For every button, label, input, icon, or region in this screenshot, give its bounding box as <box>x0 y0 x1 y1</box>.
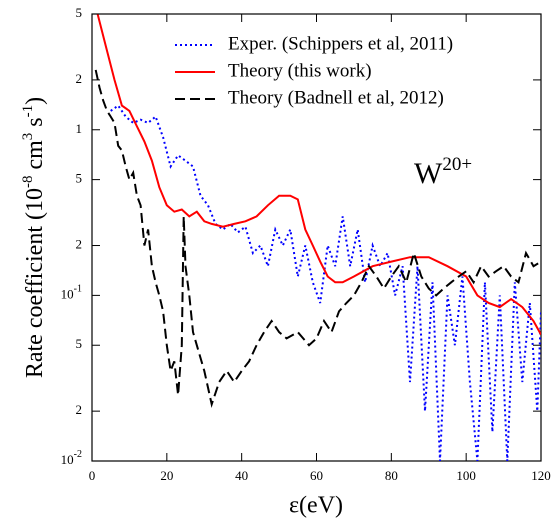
y-tick-label-text: 2 <box>76 71 83 86</box>
x-tick-label: 0 <box>89 468 96 483</box>
y-tick-label: 2 <box>76 402 83 417</box>
y-tick-label: 2 <box>76 71 83 86</box>
y-label-sup: -1 <box>20 105 36 118</box>
x-tick-label: 40 <box>235 468 248 483</box>
y-tick-label-text: 10 <box>61 452 74 467</box>
y-tick-label-text: 2 <box>76 402 83 417</box>
plot-area <box>94 14 541 461</box>
y-tick-label-sup: -1 <box>74 284 82 295</box>
y-label-sup: -8 <box>20 176 36 189</box>
y-tick-label-text: 1 <box>76 121 83 136</box>
y-axis-label: Rate coefficient (10-8 cm3 s-1) <box>20 97 47 378</box>
y-tick-label: 2 <box>76 237 83 252</box>
annotation-text: W <box>414 157 443 190</box>
y-tick-label: 5 <box>76 171 83 186</box>
y-label-sup: 3 <box>20 133 36 141</box>
y-tick-label-sup: -2 <box>74 449 82 460</box>
y-tick-label: 10-2 <box>61 449 82 467</box>
y-tick-label-text: 2 <box>76 237 83 252</box>
legend-label: Theory (Badnell et al, 2012) <box>228 87 444 108</box>
y-tick-label: 5 <box>76 5 83 20</box>
legend-label: Exper. (Schippers et al, 2011) <box>228 33 453 54</box>
y-tick-label-text: 5 <box>76 171 83 186</box>
series-line <box>94 69 541 409</box>
y-tick-label-text: 5 <box>76 336 83 351</box>
annotation-sup: 20+ <box>442 154 472 175</box>
series-line <box>110 104 541 461</box>
y-label-text: ) <box>22 97 48 105</box>
y-tick-label: 1 <box>76 121 83 136</box>
y-tick-label: 10-1 <box>61 284 82 302</box>
y-tick-label: 5 <box>76 336 83 351</box>
y-tick-label-text: 10 <box>61 286 74 301</box>
x-tick-label: 120 <box>531 468 551 483</box>
y-label-text: Rate coefficient (10 <box>22 188 48 378</box>
y-label-text: s <box>22 117 48 132</box>
x-tick-label: 80 <box>385 468 398 483</box>
x-tick-label: 20 <box>160 468 173 483</box>
annotation: W20+ <box>414 154 472 190</box>
series-line <box>96 14 541 336</box>
x-axis-label: ε(eV) <box>289 493 343 519</box>
x-tick-label: 100 <box>456 468 476 483</box>
y-tick-label-text: 5 <box>76 5 83 20</box>
y-label-text: cm <box>22 140 48 176</box>
legend-label: Theory (this work) <box>228 60 372 81</box>
x-tick-label: 60 <box>310 468 323 483</box>
